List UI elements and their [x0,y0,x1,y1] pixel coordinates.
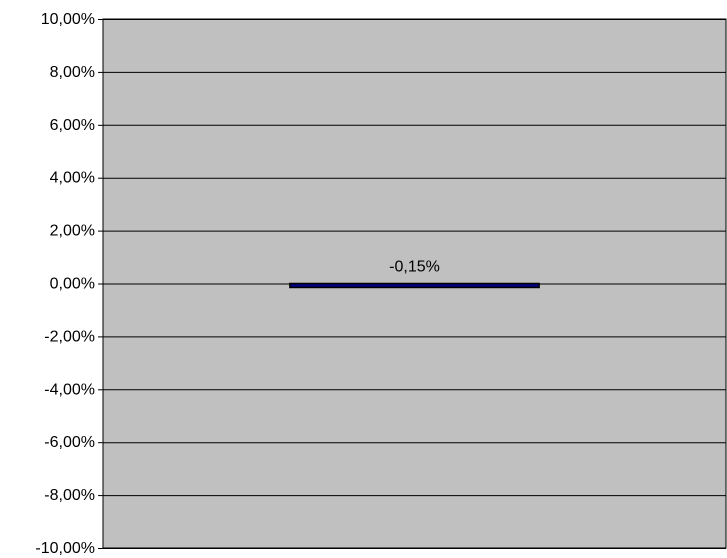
y-tick-label: -4,00% [44,381,95,398]
y-tick-labels: 10,00% 8,00% 6,00% 4,00% 2,00% 0,00% -2,00% -4,… [35,11,95,557]
y-tick-label: -8,00% [44,487,95,504]
y-tick-label: -10,00% [35,540,95,557]
data-label: -0,15% [389,259,440,276]
gridlines [103,19,726,549]
bar [289,282,540,289]
y-tick-label: -2,00% [44,328,95,345]
bars [289,282,540,289]
y-tick-label: 4,00% [50,170,95,187]
y-tick-label: -6,00% [44,434,95,451]
y-tick-label: 10,00% [41,11,95,28]
data-labels: -0,15% [389,259,440,276]
y-tick-label: 6,00% [50,117,95,134]
y-axis [98,19,104,549]
y-tick-label: 0,00% [50,276,95,293]
y-tick-label: 8,00% [50,64,95,81]
y-tick-label: 2,00% [50,223,95,240]
